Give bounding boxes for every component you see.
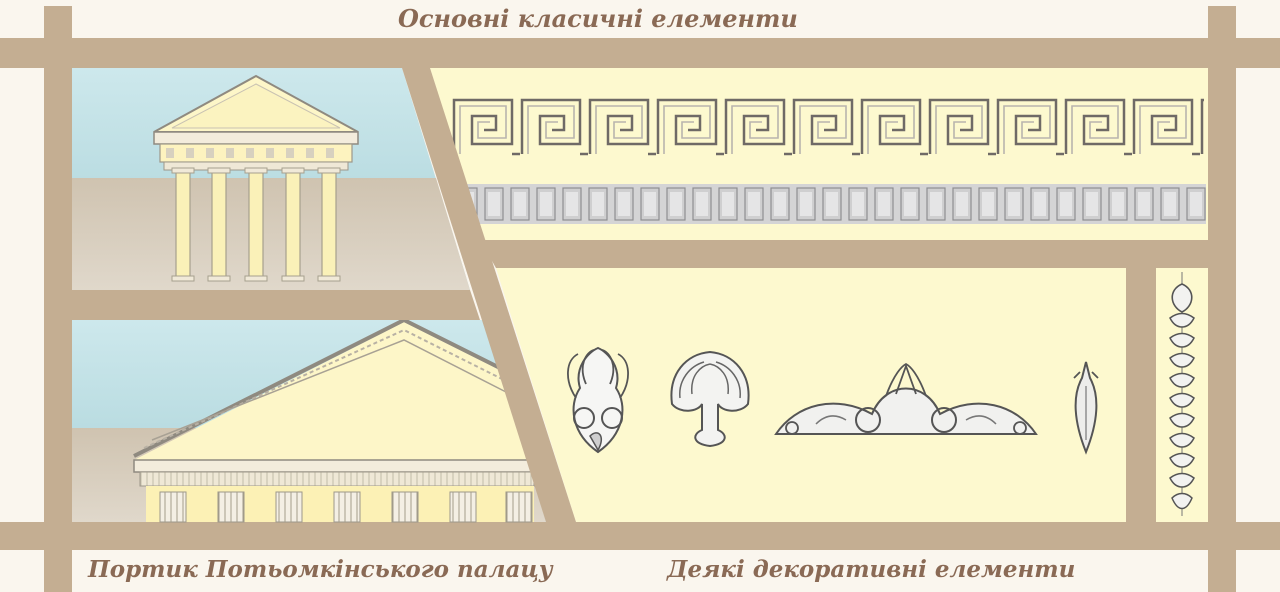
ornaments-panel (496, 268, 1126, 522)
temple-icon (153, 74, 359, 282)
divider-left-horizontal (72, 290, 480, 320)
palace-pediment-panel (72, 317, 546, 523)
caption-decorative-elements: Деякі декоративні елементи (667, 556, 1076, 583)
frame-right-post (1208, 6, 1236, 592)
caption-portico: Портик Потьомкінського палацу (88, 556, 553, 583)
friezes-panel (430, 68, 1208, 240)
divider-diagonal (402, 68, 576, 522)
frame-left-post (44, 6, 72, 592)
pediment-icon (133, 317, 535, 523)
frame-bottom-beam (0, 522, 1280, 550)
garland-panel (1156, 268, 1208, 522)
garland-icon (1169, 272, 1195, 516)
divider-vertical (1126, 268, 1156, 522)
temple-portico-panel (72, 68, 470, 290)
divider-right-horizontal (480, 240, 1208, 268)
meander-icon (452, 96, 1204, 158)
finial-icon (1073, 361, 1099, 455)
dentil-icon (454, 184, 1206, 224)
palmette-icon (567, 346, 629, 454)
page-title: Основні класичні елементи (398, 4, 798, 33)
palmette-icon (670, 350, 750, 448)
scroll-ornament-icon (774, 362, 1038, 435)
frame-top-beam (0, 38, 1280, 68)
